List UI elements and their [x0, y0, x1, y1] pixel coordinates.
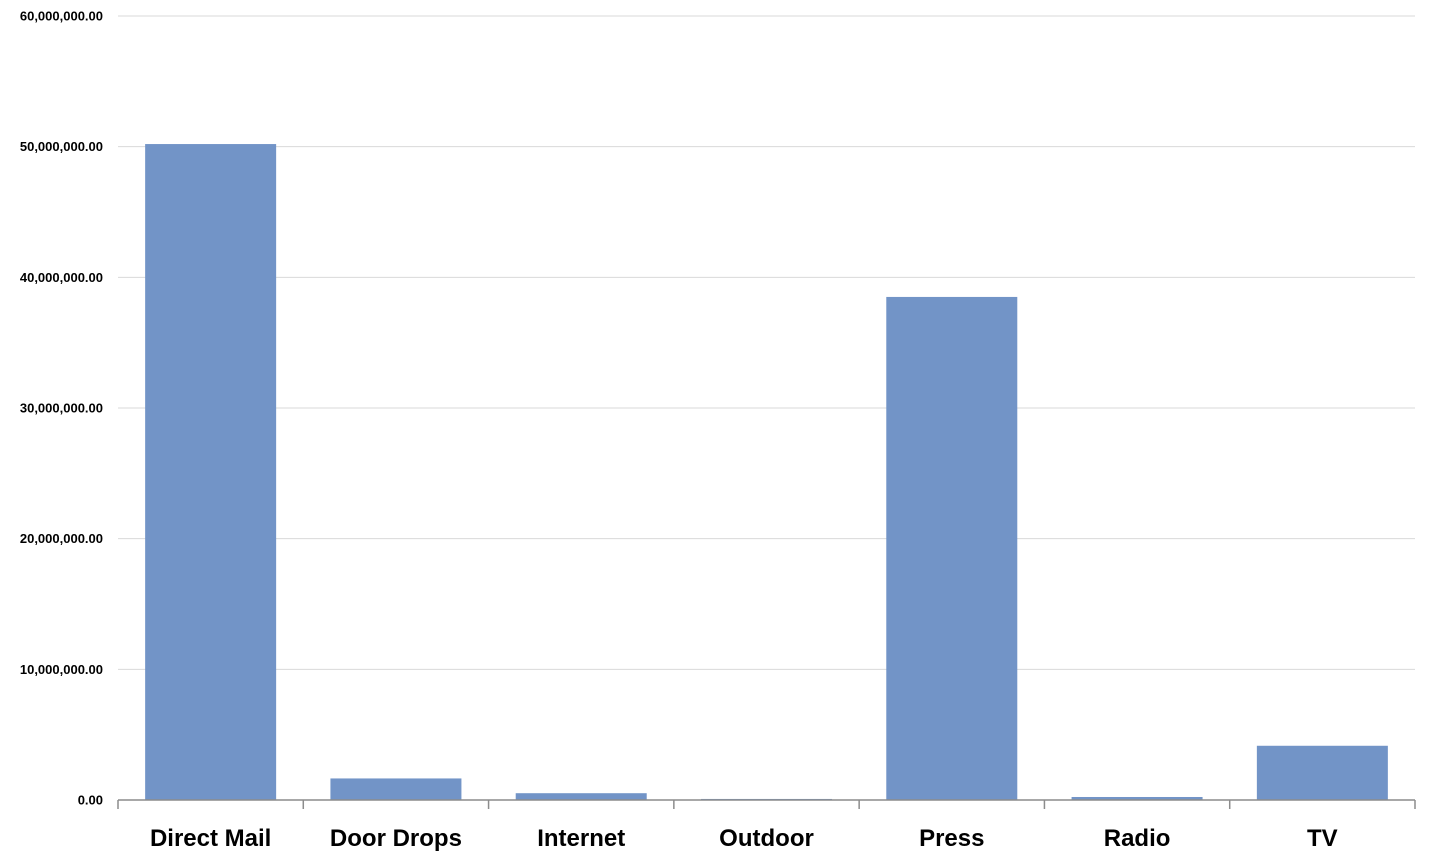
x-tick-label: Press — [919, 825, 984, 852]
x-tick-label: Radio — [1104, 825, 1171, 852]
gridlines — [118, 15, 1415, 670]
x-tick-label: Door Drops — [330, 825, 462, 852]
bar-direct-mail — [145, 144, 277, 800]
x-tick-label: Outdoor — [719, 825, 814, 852]
bar-press — [886, 296, 1018, 800]
x-axis-category-labels: Direct Mail Door Drops Internet Outdoor Pres… — [150, 825, 1338, 852]
y-tick-label: 40,000,000.00 — [20, 270, 103, 285]
x-tick-label: Internet — [537, 825, 625, 852]
y-tick-label: 30,000,000.00 — [20, 401, 103, 416]
bar-tv — [1256, 745, 1388, 800]
y-tick-label: 10,000,000.00 — [20, 662, 103, 677]
x-axis — [117, 799, 1416, 809]
x-tick-label: Direct Mail — [150, 825, 271, 852]
x-tick-label: TV — [1307, 825, 1338, 852]
bar-door-drops — [330, 778, 462, 800]
y-axis-tick-labels: 0.00 10,000,000.00 20,000,000.00 30,000,000… — [20, 9, 103, 808]
y-tick-label: 60,000,000.00 — [20, 9, 103, 24]
bars — [145, 144, 1388, 800]
y-tick-label: 0.00 — [78, 793, 103, 808]
bar-radio — [1071, 796, 1203, 800]
y-tick-label: 20,000,000.00 — [20, 531, 103, 546]
y-tick-label: 50,000,000.00 — [20, 139, 103, 154]
bar-internet — [515, 793, 647, 800]
